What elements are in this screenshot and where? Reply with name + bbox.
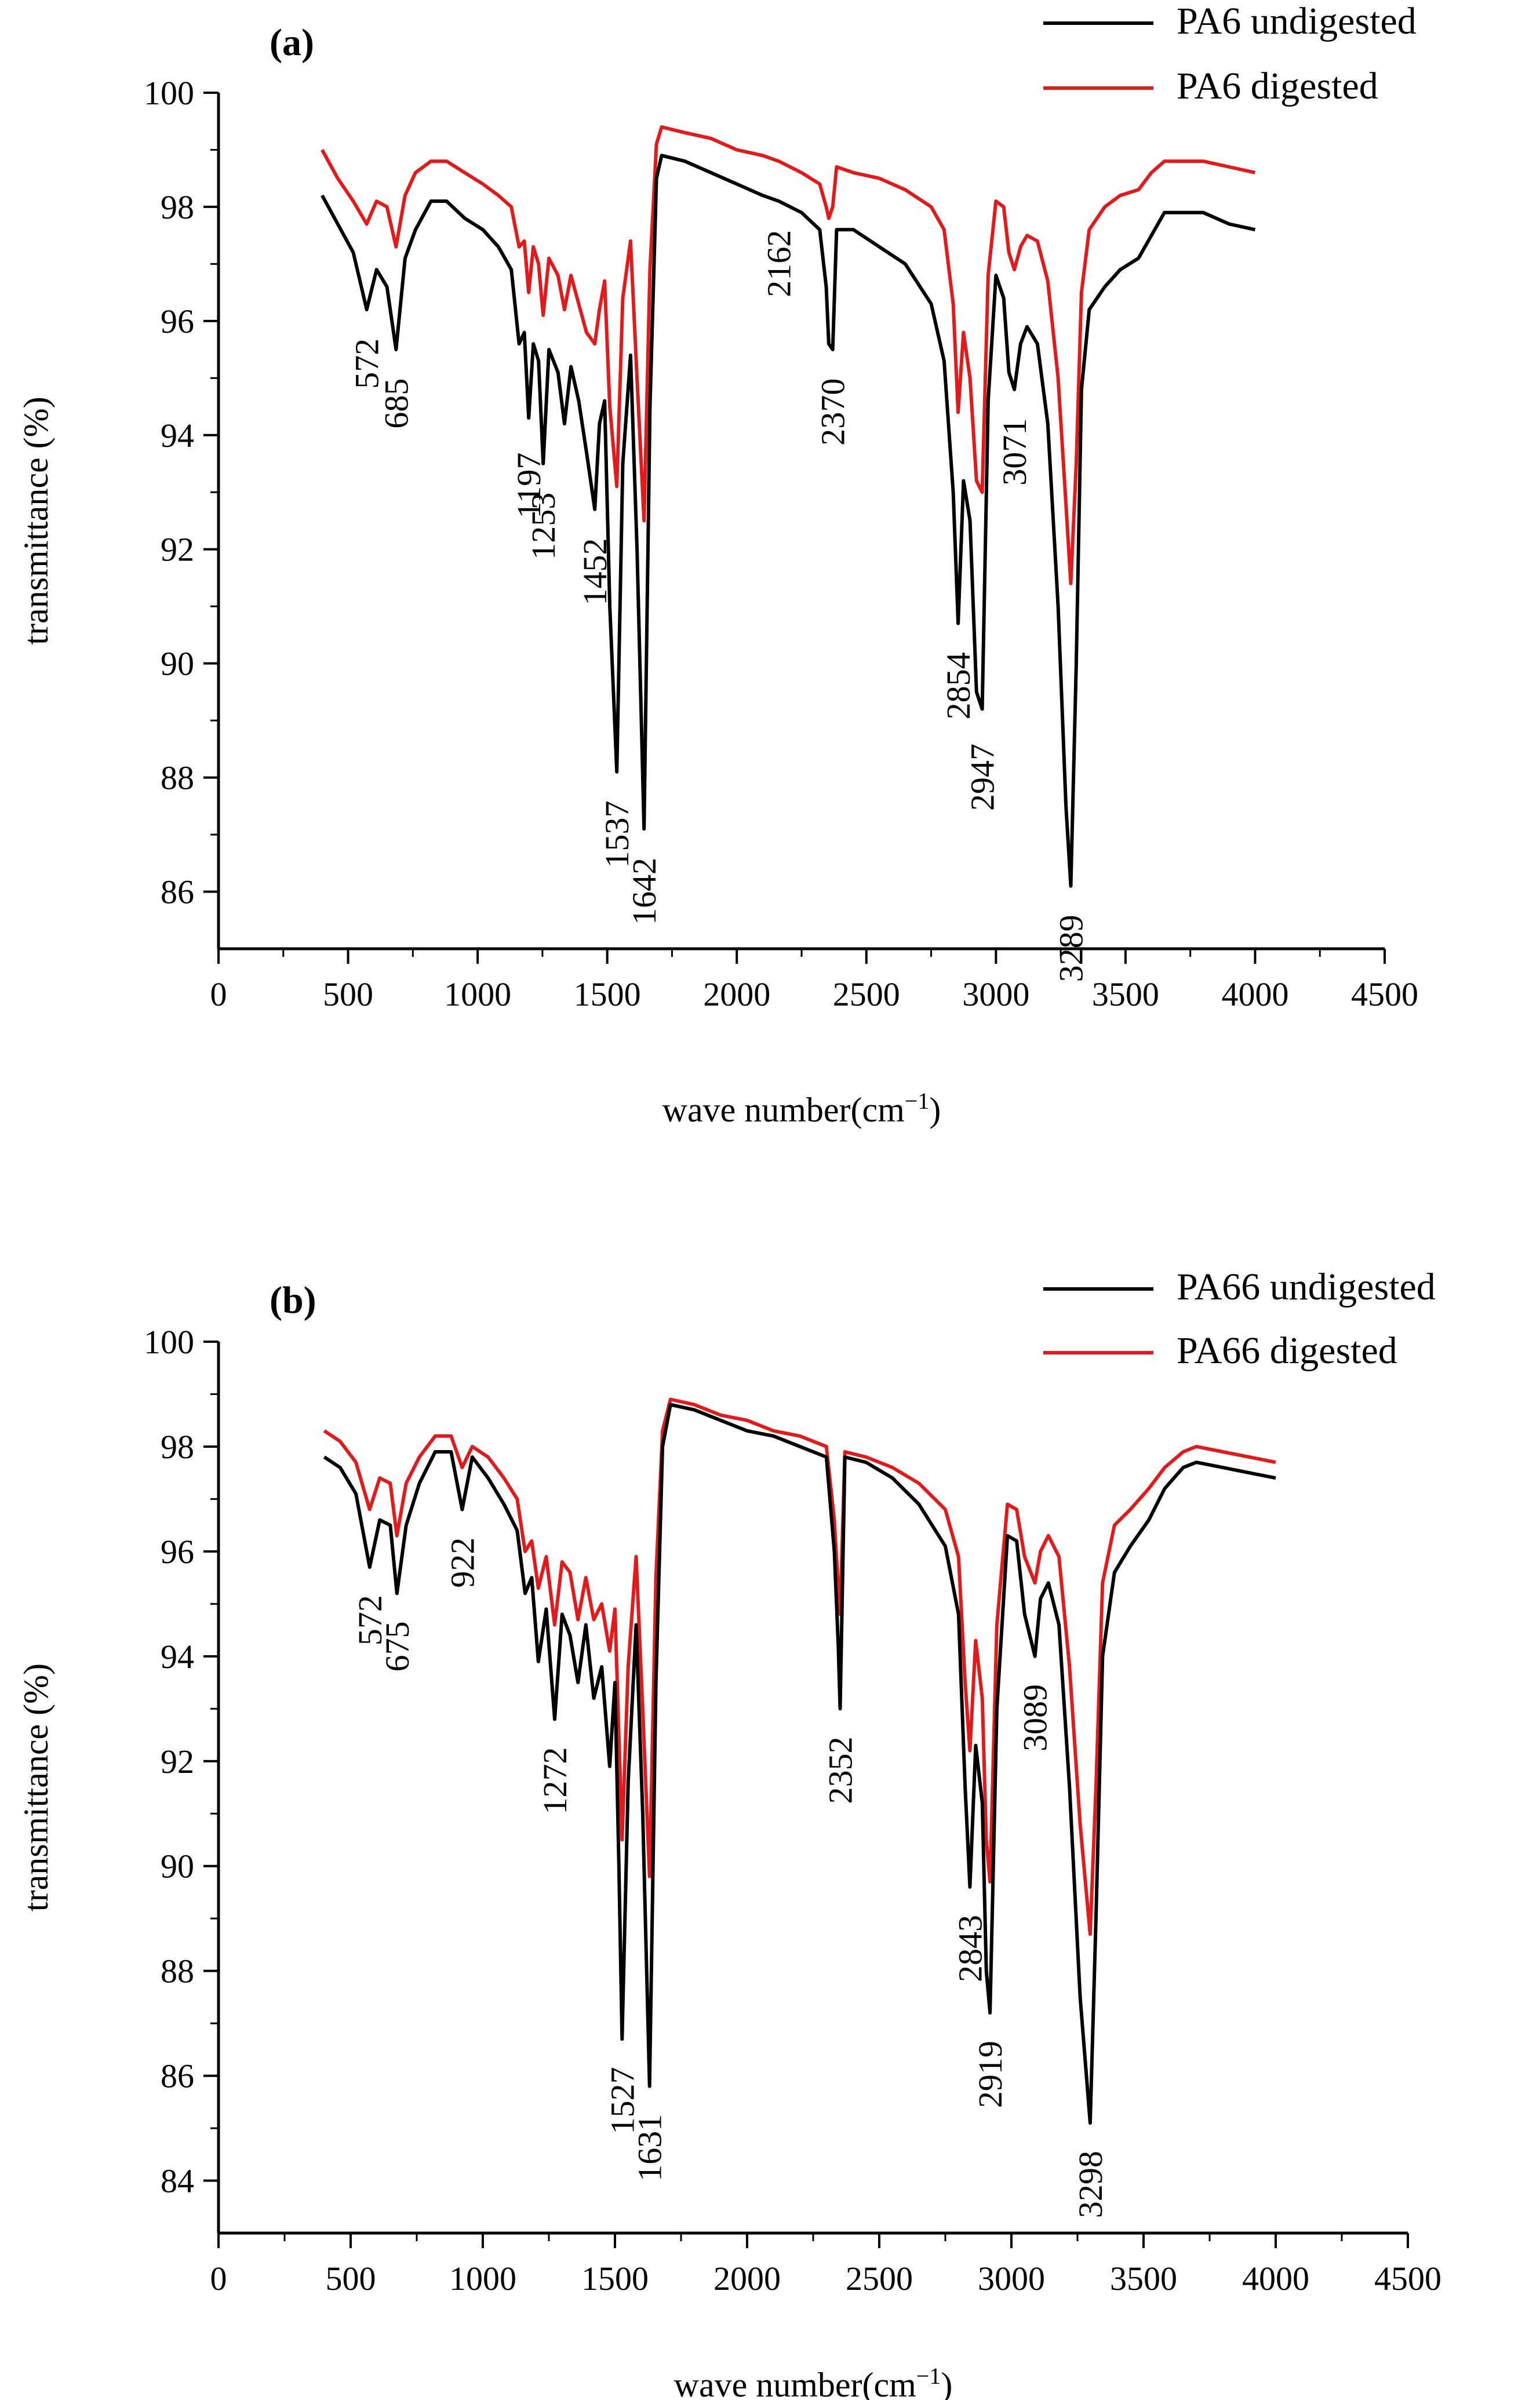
peak-label: 2352 <box>822 1736 860 1804</box>
x-tick-label: 0 <box>210 975 227 1013</box>
y-tick-label: 90 <box>161 1848 194 1885</box>
peak-label: 685 <box>377 378 415 429</box>
x-tick-label: 4500 <box>1351 975 1418 1013</box>
y-axis-label: transmittance (%) <box>17 1663 55 1911</box>
peak-label: 1253 <box>525 493 562 560</box>
peak-label: 2370 <box>814 378 852 446</box>
x-tick-label: 2000 <box>713 2260 781 2297</box>
x-tick-label: 1000 <box>449 2260 516 2297</box>
peak-label: 2947 <box>964 744 1002 811</box>
panel-a: 0 500 1000 1500 2000 2500 3000 3500 4000 4500 86 88… <box>17 0 1418 1129</box>
peak-label: 1197 <box>510 453 548 519</box>
y-tick-label: 86 <box>161 2057 194 2095</box>
series-line-pa66-undigested <box>323 1403 1276 2125</box>
x-tick-label: 500 <box>323 975 373 1013</box>
y-tick-label: 90 <box>161 645 194 683</box>
peak-label: 3289 <box>1053 915 1090 982</box>
x-tick-label: 3000 <box>978 2260 1045 2297</box>
x-tick-label: 2000 <box>703 975 770 1013</box>
x-tick-label: 4500 <box>1374 2260 1441 2297</box>
x-axis-label: wave number(cm−1) <box>674 2363 953 2400</box>
legend-label: PA66 undigested <box>1177 1266 1436 1308</box>
y-tick-label: 92 <box>161 531 194 569</box>
peak-label: 2843 <box>951 1915 989 1982</box>
peak-label: 3071 <box>996 418 1033 486</box>
x-tick-label: 4000 <box>1242 2260 1309 2297</box>
y-tick-label: 86 <box>161 873 194 911</box>
series-line-pa66-digested <box>323 1397 1276 1936</box>
peak-label: 1272 <box>536 1747 574 1814</box>
x-tick-label: 3000 <box>962 975 1029 1013</box>
peak-label: 2919 <box>971 2041 1009 2108</box>
x-tick-label: 1500 <box>581 2260 649 2297</box>
peak-label: 572 <box>348 338 386 389</box>
peak-label: 2162 <box>760 230 798 297</box>
x-tick-label: 2500 <box>846 2260 913 2297</box>
y-tick-label: 98 <box>161 188 194 226</box>
y-tick-label: 100 <box>144 74 194 112</box>
x-axis-label-close: ) <box>929 1091 941 1129</box>
y-tick-label: 98 <box>161 1428 194 1466</box>
legend-label: PA6 digested <box>1177 65 1378 107</box>
peak-label: 1527 <box>603 2067 641 2134</box>
peak-label: 675 <box>378 1621 416 1671</box>
y-tick-label: 84 <box>161 2162 194 2200</box>
x-axis-label: wave number(cm−1) <box>662 1088 941 1130</box>
x-tick-label: 4000 <box>1221 975 1288 1013</box>
legend-label: PA66 digested <box>1177 1330 1397 1372</box>
series-line-pa6-undigested <box>321 154 1256 888</box>
peak-label: 922 <box>443 1538 481 1588</box>
peak-label: 2854 <box>940 652 977 719</box>
x-tick-label: 1500 <box>574 975 641 1013</box>
peak-label: 3089 <box>1017 1684 1054 1751</box>
y-tick-label: 88 <box>161 1953 194 1990</box>
x-tick-label: 2500 <box>833 975 900 1013</box>
y-tick-label: 94 <box>161 1638 194 1676</box>
peak-label: 572 <box>351 1595 389 1645</box>
x-tick-label: 0 <box>210 2260 227 2297</box>
y-tick-label: 94 <box>161 417 194 454</box>
series-line-pa6-digested <box>321 125 1256 585</box>
y-tick-label: 96 <box>161 1533 194 1571</box>
peak-label: 1631 <box>631 2114 669 2182</box>
x-axis-label-text: wave number(cm <box>674 2366 916 2400</box>
y-tick-label: 92 <box>161 1743 194 1780</box>
peak-label: 1452 <box>576 538 614 606</box>
peak-label: 1642 <box>625 858 663 925</box>
x-axis-label-superscript: −1 <box>916 2363 941 2389</box>
x-tick-label: 3500 <box>1110 2260 1177 2297</box>
panel-b: 0 500 1000 1500 2000 2500 3000 3500 4000 4500 84 86… <box>17 1266 1441 2400</box>
y-axis-label: transmittance (%) <box>17 396 55 644</box>
y-tick-label: 96 <box>161 303 194 340</box>
x-tick-label: 500 <box>326 2260 376 2297</box>
x-axis-label-close: ) <box>941 2366 952 2400</box>
legend-label: PA6 undigested <box>1177 0 1417 42</box>
y-tick-label: 100 <box>144 1323 194 1361</box>
panel-label: (b) <box>270 1279 316 1321</box>
x-axis-label-text: wave number(cm <box>662 1091 905 1129</box>
x-axis-label-superscript: −1 <box>905 1088 930 1114</box>
x-tick-label: 1000 <box>444 975 511 1013</box>
peak-label: 3298 <box>1072 2151 1109 2218</box>
panel-label: (a) <box>270 21 314 64</box>
peak-label: 1537 <box>598 800 636 868</box>
y-tick-label: 88 <box>161 759 194 797</box>
x-tick-label: 3500 <box>1092 975 1159 1013</box>
